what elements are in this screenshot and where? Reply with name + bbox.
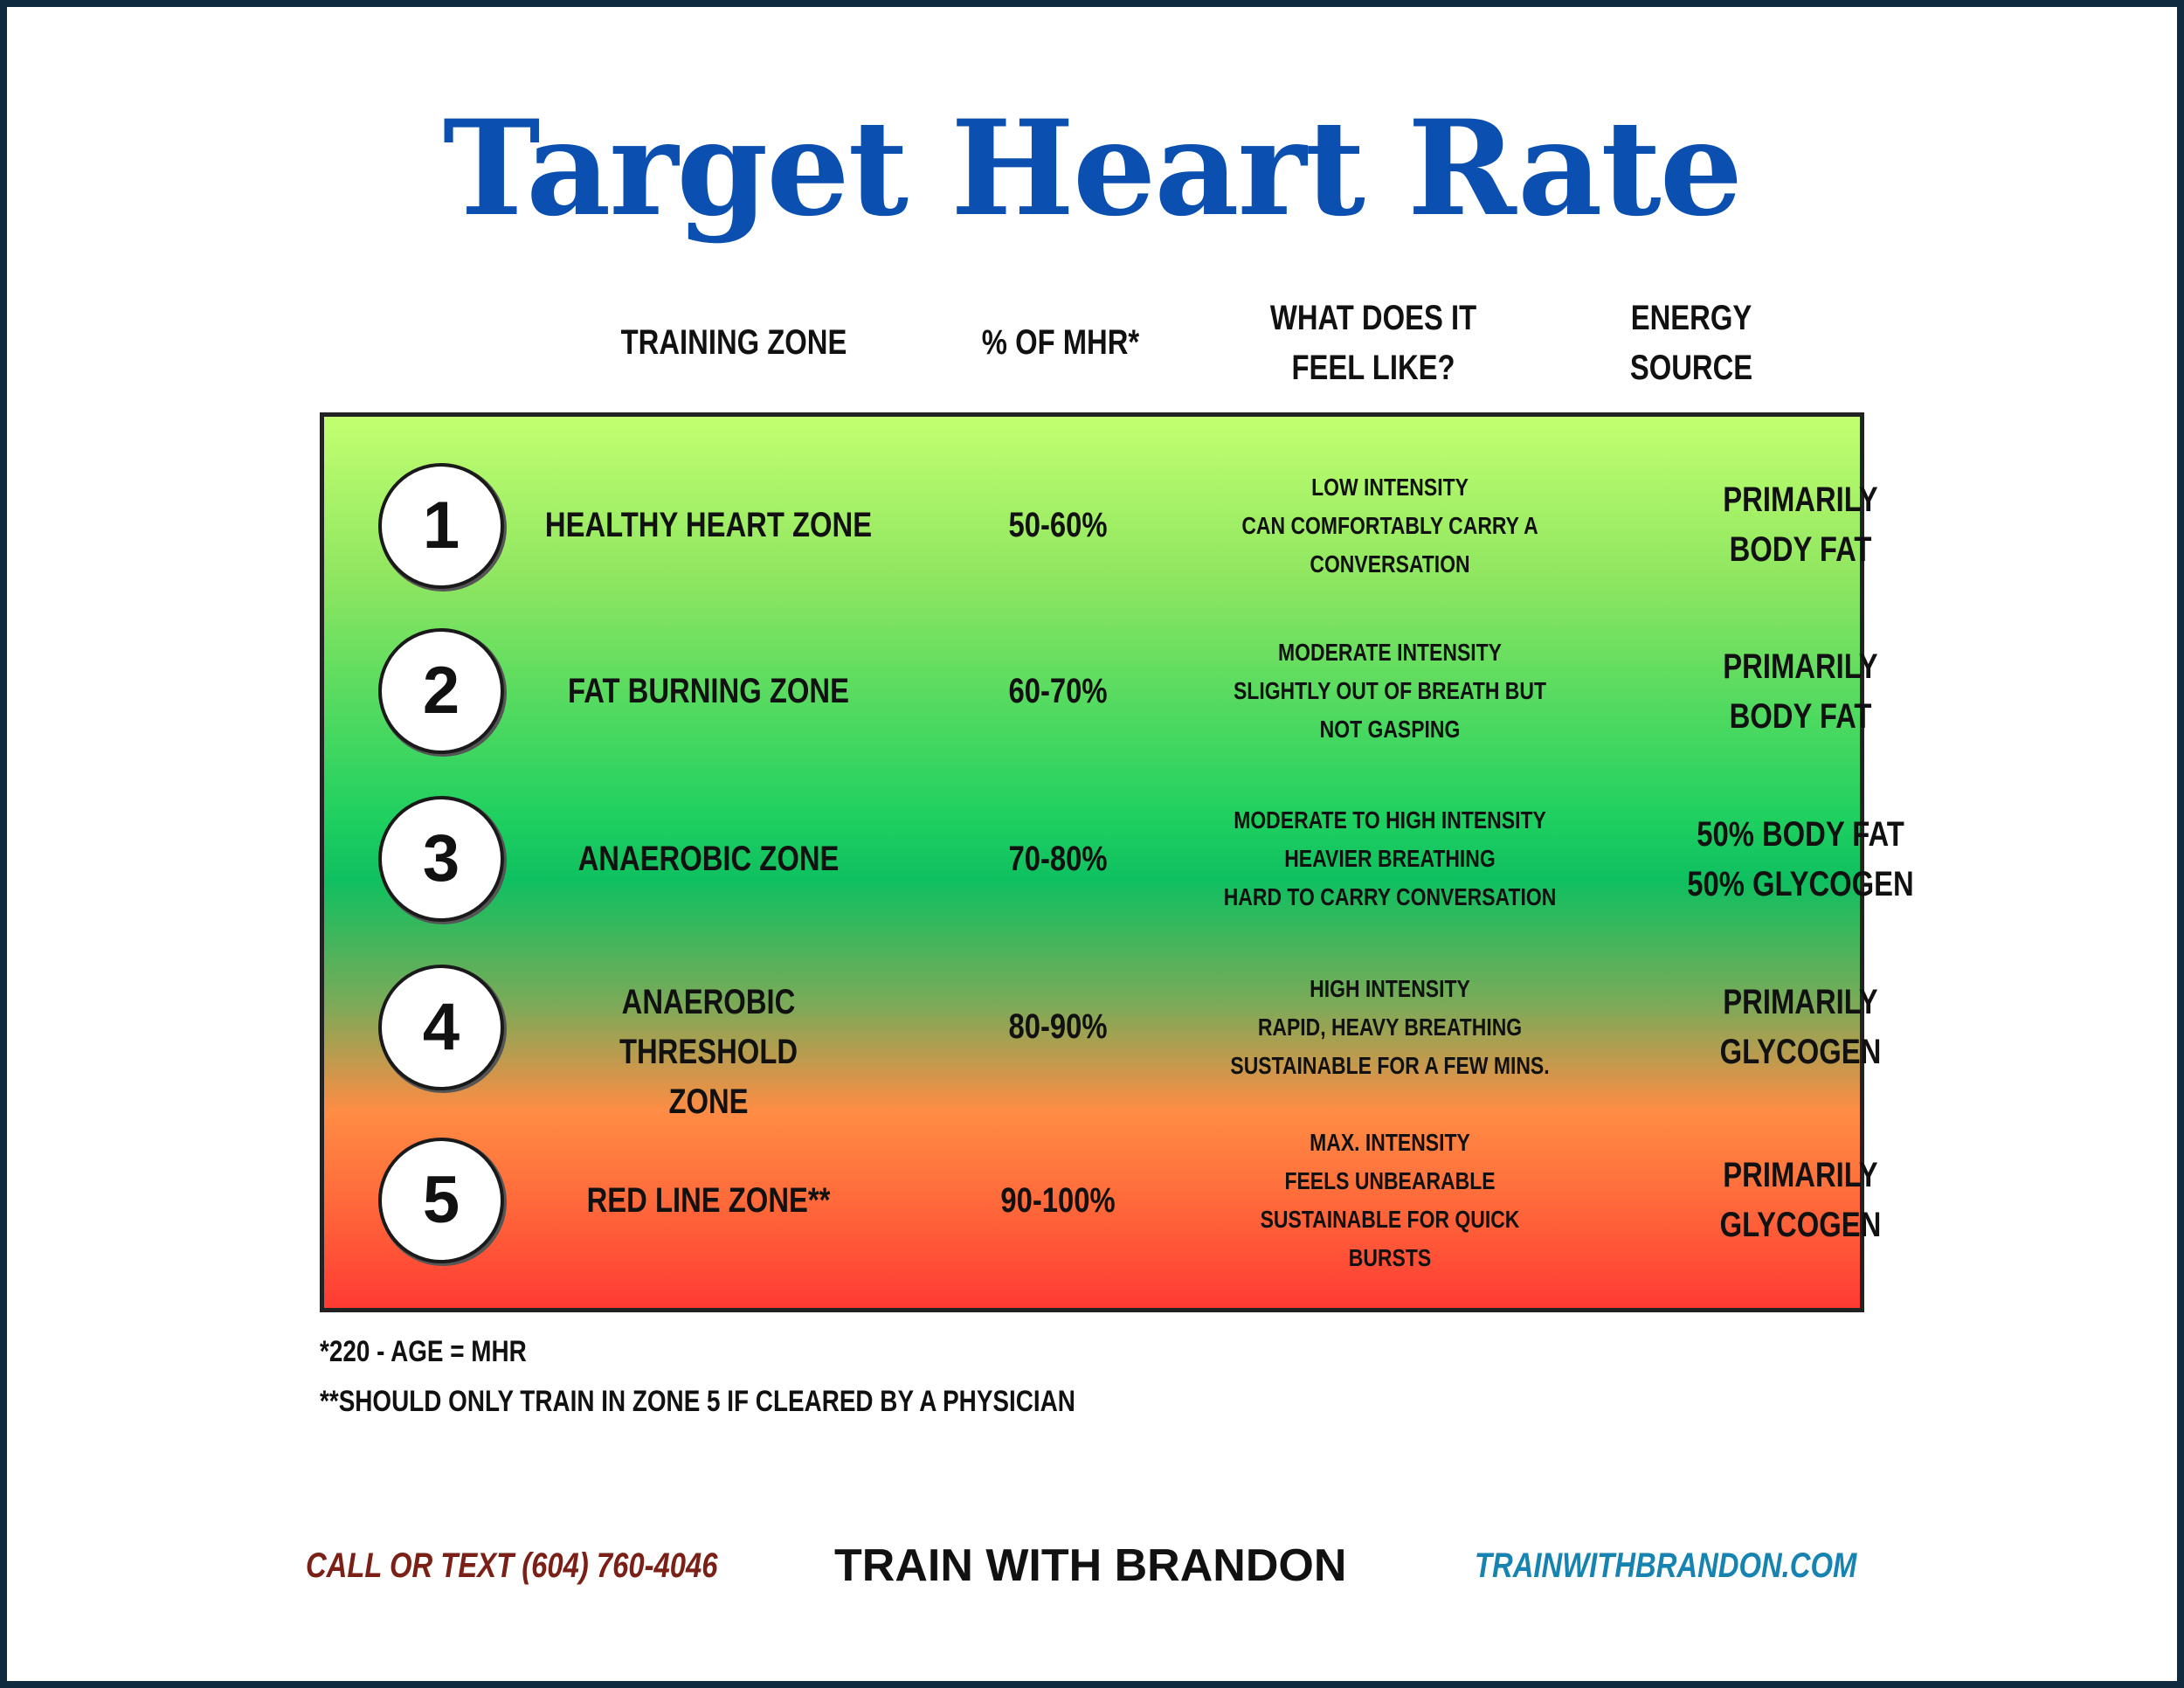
footnote-mhr: *220 - age = MHR bbox=[320, 1335, 527, 1368]
zone-energy-line: Body Fat bbox=[1729, 697, 1872, 736]
header-feel: What Does it Feel Like? bbox=[1187, 294, 1559, 393]
zone-feel: Moderate to high intensity Heavier breat… bbox=[1204, 801, 1576, 917]
zone-feel-line: High intensity bbox=[1310, 975, 1470, 1002]
footer-brand: TRAIN WITH BRANDON bbox=[834, 1540, 1347, 1591]
zone-number-badge: 1 bbox=[378, 463, 504, 589]
zone-energy-line: Glycogen bbox=[1719, 1206, 1882, 1244]
zone-pct: 60-70% bbox=[1008, 672, 1108, 710]
zone-feel: Moderate intensity Slightly out of breat… bbox=[1204, 633, 1576, 749]
zone-pct: 80-90% bbox=[1008, 1007, 1108, 1046]
header-pct-mhr-label: % of MHR* bbox=[981, 323, 1140, 362]
zone-feel-line: Moderate intensity bbox=[1278, 639, 1502, 666]
zone-feel-line: Can comfortably carry a bbox=[1241, 512, 1538, 539]
footer-phone[interactable]: Call or Text (604) 760-4046 bbox=[306, 1546, 718, 1585]
zone-energy-line: Glycogen bbox=[1719, 1033, 1882, 1071]
zone-name-line1: Fat Burning Zone bbox=[568, 672, 849, 710]
zone-feel-line: Sustainable for quick bbox=[1260, 1206, 1520, 1233]
header-pct-mhr: % of MHR* bbox=[953, 318, 1168, 368]
zone-energy: Primarily Body Fat bbox=[1621, 475, 1980, 575]
zone-feel: High intensity Rapid, heavy breathing Su… bbox=[1204, 970, 1576, 1085]
zone-energy-line: Primarily bbox=[1723, 983, 1878, 1021]
zone-feel-line: Low intensity bbox=[1311, 474, 1469, 501]
zone-feel-line: Hard to carry conversation bbox=[1223, 883, 1557, 910]
header-training-zone-label: Training Zone bbox=[620, 323, 847, 362]
zones-table: 1 Healthy Heart Zone 50-60% Low intensit… bbox=[320, 412, 1914, 1312]
zone-feel-line: Max. intensity bbox=[1310, 1129, 1470, 1156]
zone-name: Fat Burning Zone bbox=[536, 667, 881, 716]
zone-name-line1: Healthy Heart Zone bbox=[544, 506, 873, 544]
zone-energy-line: Primarily bbox=[1723, 481, 1878, 519]
zone-pct: 50-60% bbox=[1008, 506, 1108, 544]
zone-energy: 50% Body Fat 50% Glycogen bbox=[1621, 810, 1980, 910]
zone-feel-line: Slightly out of breath but bbox=[1233, 677, 1547, 704]
zone-name-line1: Anaerobic Zone bbox=[577, 840, 840, 878]
zone-name-line1: Red Line Zone** bbox=[586, 1181, 831, 1220]
header-training-zone: Training Zone bbox=[562, 318, 906, 368]
zone-name-line2: Zone bbox=[668, 1083, 749, 1121]
zone-number-badge: 4 bbox=[378, 965, 504, 1090]
footnote-zone5: **should only train in Zone 5 if cleared… bbox=[320, 1385, 1075, 1418]
zone-feel-line: not gasping bbox=[1319, 716, 1461, 743]
zone-feel: Max. intensity Feels unbearable Sustaina… bbox=[1204, 1124, 1576, 1277]
zone-energy-line: Primarily bbox=[1723, 647, 1878, 686]
header-energy-line2: Source bbox=[1629, 349, 1753, 387]
footer-website-link[interactable]: trainwithbrandon.com bbox=[1475, 1546, 1857, 1585]
zone-feel-line: Heavier breathing bbox=[1284, 845, 1496, 872]
zone-name: Anaerobic Threshold Zone bbox=[536, 978, 881, 1127]
zone-feel-line: Sustainable for a few mins. bbox=[1230, 1052, 1550, 1079]
zone-energy: Primarily Glycogen bbox=[1621, 1151, 1980, 1250]
page-title: Target Heart Rate bbox=[442, 92, 1743, 246]
zone-name: Anaerobic Zone bbox=[536, 834, 881, 884]
zone-number-badge: 5 bbox=[378, 1138, 504, 1263]
zone-number-badge: 3 bbox=[378, 796, 504, 922]
zone-name-line1: Anaerobic Threshold bbox=[619, 983, 798, 1071]
zone-energy-line: 50% Body Fat bbox=[1697, 815, 1904, 854]
zone-feel-line: bursts bbox=[1348, 1244, 1432, 1271]
header-energy-line1: Energy bbox=[1630, 299, 1752, 337]
zone-energy-line: Primarily bbox=[1723, 1156, 1878, 1194]
zone-feel-line: Rapid, heavy breathing bbox=[1257, 1013, 1523, 1041]
zone-feel-line: Feels unbearable bbox=[1284, 1167, 1496, 1194]
zone-energy: Primarily Body Fat bbox=[1621, 642, 1980, 742]
zone-energy: Primarily Glycogen bbox=[1621, 978, 1980, 1077]
header-feel-line2: Feel Like? bbox=[1291, 349, 1455, 387]
zone-feel: Low intensity Can comfortably carry a co… bbox=[1204, 468, 1576, 584]
zone-name: Healthy Heart Zone bbox=[536, 501, 881, 550]
zone-pct: 70-80% bbox=[1008, 840, 1108, 878]
zone-feel-line: Moderate to high intensity bbox=[1234, 806, 1546, 834]
zone-pct: 90-100% bbox=[1000, 1181, 1116, 1220]
zone-feel-line: conversation bbox=[1310, 550, 1470, 578]
zone-name: Red Line Zone** bbox=[536, 1176, 881, 1226]
header-feel-line1: What Does it bbox=[1269, 299, 1477, 337]
zone-number-badge: 2 bbox=[378, 628, 504, 754]
header-energy: Energy Source bbox=[1512, 294, 1870, 393]
zone-energy-line: 50% Glycogen bbox=[1687, 865, 1914, 903]
zone-energy-line: Body Fat bbox=[1729, 530, 1872, 569]
